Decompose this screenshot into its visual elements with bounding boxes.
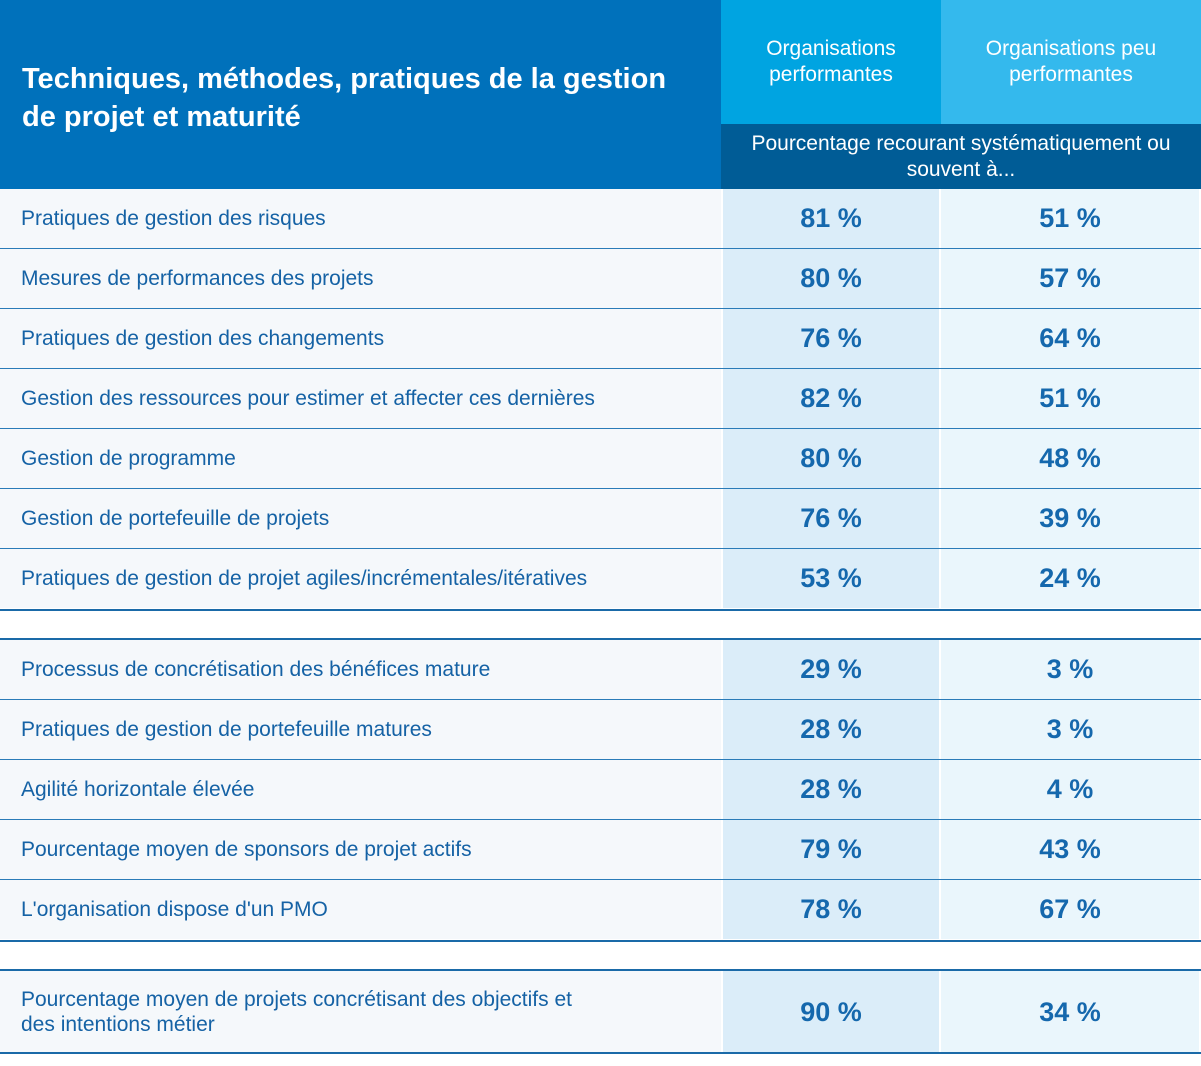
value-cell: 28 % <box>723 700 939 759</box>
row-rule <box>0 308 1201 309</box>
value-cell: 76 % <box>723 309 939 368</box>
value-cell: 79 % <box>723 820 939 879</box>
column-header: Organisations performantes <box>721 0 941 124</box>
value-cell: 48 % <box>941 429 1199 488</box>
row-rule <box>0 488 1201 489</box>
value-cell: 76 % <box>723 489 939 548</box>
row-label: L'organisation dispose d'un PMO <box>0 880 721 939</box>
group-rule <box>0 609 1201 611</box>
row-label: Gestion des ressources pour estimer et a… <box>0 369 721 428</box>
column-header: Organisations peu performantes <box>941 0 1201 124</box>
table-bottom-rule <box>0 1052 1201 1054</box>
column-subheader: Pourcentage recourant systématiquement o… <box>721 124 1201 189</box>
row-label: Pratiques de gestion de portefeuille mat… <box>0 700 721 759</box>
value-cell: 53 % <box>723 549 939 608</box>
row-label: Pratiques de gestion de projet agiles/in… <box>0 549 721 608</box>
value-cell: 67 % <box>941 880 1199 939</box>
row-rule <box>0 248 1201 249</box>
group-rule <box>0 969 1201 971</box>
row-label: Gestion de portefeuille de projets <box>0 489 721 548</box>
row-rule <box>0 879 1201 880</box>
row-rule <box>0 759 1201 760</box>
row-rule <box>0 428 1201 429</box>
value-cell: 39 % <box>941 489 1199 548</box>
value-cell: 78 % <box>723 880 939 939</box>
row-label: Pourcentage moyen de sponsors de projet … <box>0 820 721 879</box>
value-cell: 82 % <box>723 369 939 428</box>
row-label: Pratiques de gestion des changements <box>0 309 721 368</box>
table-title: Techniques, méthodes, pratiques de la ge… <box>0 0 721 189</box>
value-cell: 3 % <box>941 640 1199 699</box>
value-cell: 29 % <box>723 640 939 699</box>
row-rule <box>0 548 1201 549</box>
row-label: Mesures de performances des projets <box>0 249 721 308</box>
row-label: Agilité horizontale élevée <box>0 760 721 819</box>
value-cell: 51 % <box>941 369 1199 428</box>
row-rule <box>0 368 1201 369</box>
value-cell: 3 % <box>941 700 1199 759</box>
value-cell: 81 % <box>723 189 939 248</box>
value-cell: 90 % <box>723 971 939 1053</box>
row-label: Gestion de programme <box>0 429 721 488</box>
row-rule <box>0 699 1201 700</box>
value-cell: 51 % <box>941 189 1199 248</box>
row-label: Processus de concrétisation des bénéfice… <box>0 640 721 699</box>
group-rule <box>0 638 1201 640</box>
value-cell: 57 % <box>941 249 1199 308</box>
value-cell: 80 % <box>723 249 939 308</box>
value-cell: 28 % <box>723 760 939 819</box>
value-cell: 43 % <box>941 820 1199 879</box>
row-rule <box>0 819 1201 820</box>
value-cell: 24 % <box>941 549 1199 608</box>
value-cell: 64 % <box>941 309 1199 368</box>
row-label: Pratiques de gestion des risques <box>0 189 721 248</box>
value-cell: 34 % <box>941 971 1199 1053</box>
value-cell: 4 % <box>941 760 1199 819</box>
row-label: Pourcentage moyen de projets concrétisan… <box>0 971 721 1053</box>
group-rule <box>0 940 1201 942</box>
value-cell: 80 % <box>723 429 939 488</box>
